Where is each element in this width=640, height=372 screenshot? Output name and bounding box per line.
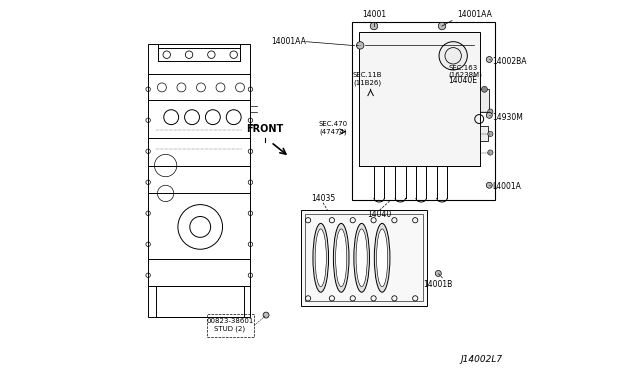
Bar xyxy=(480,89,489,112)
Bar xyxy=(207,314,254,337)
Text: J14002L7: J14002L7 xyxy=(460,355,502,364)
Text: 14040E: 14040E xyxy=(449,76,477,85)
Bar xyxy=(301,210,427,306)
Text: 14001: 14001 xyxy=(362,10,386,19)
Text: FRONT: FRONT xyxy=(246,124,284,134)
Text: 14001AA: 14001AA xyxy=(458,10,493,19)
Circle shape xyxy=(486,112,492,118)
Text: 14001AA: 14001AA xyxy=(271,37,306,46)
Text: (47474): (47474) xyxy=(319,128,347,135)
Circle shape xyxy=(370,22,378,30)
Ellipse shape xyxy=(315,229,326,287)
Circle shape xyxy=(488,150,493,155)
Ellipse shape xyxy=(333,223,349,292)
Circle shape xyxy=(488,109,493,114)
Circle shape xyxy=(263,312,269,318)
Ellipse shape xyxy=(356,229,367,287)
Circle shape xyxy=(486,182,492,188)
Ellipse shape xyxy=(335,229,347,287)
Ellipse shape xyxy=(354,223,369,292)
Bar xyxy=(305,214,424,301)
Bar xyxy=(351,22,495,200)
Bar xyxy=(359,32,480,166)
Text: (11B26): (11B26) xyxy=(353,79,381,86)
Text: 00823-38601: 00823-38601 xyxy=(206,318,253,324)
Circle shape xyxy=(486,57,492,62)
Text: STUD (2): STUD (2) xyxy=(214,326,246,332)
Text: 14001B: 14001B xyxy=(424,280,453,289)
Circle shape xyxy=(438,22,445,30)
Circle shape xyxy=(435,270,441,276)
Text: L4001A: L4001A xyxy=(492,182,521,191)
Circle shape xyxy=(481,86,488,92)
Bar xyxy=(480,126,488,141)
Text: 14002BA: 14002BA xyxy=(492,57,526,66)
Circle shape xyxy=(488,131,493,137)
Circle shape xyxy=(439,42,467,70)
Text: 14930M: 14930M xyxy=(492,113,523,122)
Text: SEC.11B: SEC.11B xyxy=(353,72,382,78)
Ellipse shape xyxy=(376,229,388,287)
Circle shape xyxy=(356,42,364,49)
Ellipse shape xyxy=(313,223,328,292)
Text: SEC.163: SEC.163 xyxy=(449,65,477,71)
Bar xyxy=(148,44,250,317)
Text: (16238M): (16238M) xyxy=(449,72,482,78)
Ellipse shape xyxy=(374,223,390,292)
Text: 14035: 14035 xyxy=(311,194,335,203)
Text: SEC.470: SEC.470 xyxy=(319,121,348,127)
Text: 14040: 14040 xyxy=(367,210,392,219)
